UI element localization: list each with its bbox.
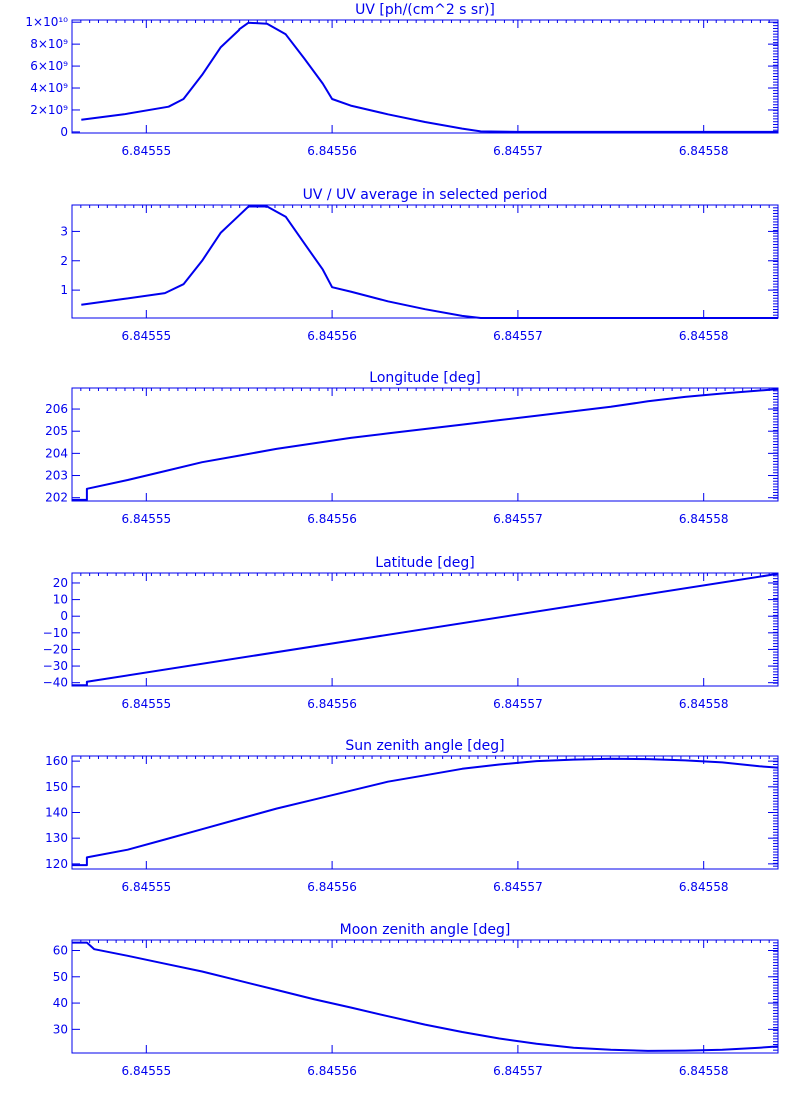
x-tick-label: 6.84557 bbox=[493, 880, 543, 894]
y-tick-label: 130 bbox=[45, 831, 68, 845]
right-minor-ticks bbox=[773, 939, 778, 1054]
y-tick-label: 0 bbox=[60, 125, 68, 139]
chart-title: UV / UV average in selected period bbox=[303, 187, 548, 203]
y-tick-label: 1 bbox=[60, 283, 68, 297]
y-tick-label: 1×10¹⁰ bbox=[25, 15, 68, 29]
x-tick-label: 6.84558 bbox=[679, 1064, 729, 1078]
chart-panel-5: Sun zenith angle [deg] 6.84555 6.84556 6.84… bbox=[45, 738, 779, 894]
chart-title: Moon zenith angle [deg] bbox=[340, 922, 511, 938]
x-tick-label: 6.84558 bbox=[679, 880, 729, 894]
x-tick-label: 6.84556 bbox=[307, 512, 357, 526]
y-tick-label: −30 bbox=[43, 659, 68, 673]
x-tick-label: 6.84556 bbox=[307, 329, 357, 343]
x-tick-label: 6.84557 bbox=[493, 512, 543, 526]
x-tick-label: 6.84555 bbox=[122, 697, 172, 711]
x-tick-label: 6.84555 bbox=[122, 144, 172, 158]
series-line bbox=[72, 388, 779, 501]
x-tick-label: 6.84555 bbox=[122, 512, 172, 526]
chart-panel-6: Moon zenith angle [deg] 6.84555 6.84556 6.8… bbox=[53, 922, 779, 1078]
x-tick-label: 6.84555 bbox=[122, 880, 172, 894]
top-minor-ticks bbox=[71, 205, 779, 208]
chart-title: Latitude [deg] bbox=[375, 555, 474, 571]
chart-panel-2: UV / UV average in selected period 6.8455… bbox=[60, 187, 779, 343]
y-tick-label: 150 bbox=[45, 780, 68, 794]
y-tick-label: 120 bbox=[45, 857, 68, 871]
series-line bbox=[72, 572, 779, 687]
x-tick-label: 6.84556 bbox=[307, 1064, 357, 1078]
right-minor-ticks bbox=[773, 387, 778, 502]
y-tick-label: 50 bbox=[53, 970, 68, 984]
y-tick-label: 140 bbox=[45, 806, 68, 820]
y-tick-label: 206 bbox=[45, 402, 68, 416]
y-tick-label: 20 bbox=[53, 576, 68, 590]
y-tick-label: 10 bbox=[53, 593, 68, 607]
series-line bbox=[81, 205, 778, 319]
series-line bbox=[81, 21, 778, 133]
x-tick-label: 6.84557 bbox=[493, 144, 543, 158]
x-tick-label: 6.84557 bbox=[493, 1064, 543, 1078]
y-tick-label: −20 bbox=[43, 642, 68, 656]
y-tick-label: 6×10⁹ bbox=[30, 59, 68, 73]
y-tick-label: 4×10⁹ bbox=[30, 81, 68, 95]
y-tick-label: −10 bbox=[43, 626, 68, 640]
right-minor-ticks bbox=[773, 204, 778, 319]
chart-panel-1: UV [ph/(cm^2 s sr)] 6.84555 6.84556 6.84557… bbox=[25, 2, 779, 158]
x-tick-label: 6.84555 bbox=[122, 329, 172, 343]
x-tick-label: 6.84556 bbox=[307, 697, 357, 711]
chart-title: Longitude [deg] bbox=[369, 370, 480, 386]
y-tick-label: 0 bbox=[60, 609, 68, 623]
y-tick-label: 2×10⁹ bbox=[30, 103, 68, 117]
y-tick-label: 60 bbox=[53, 944, 68, 958]
plot-frame bbox=[71, 204, 779, 319]
y-tick-label: 3 bbox=[60, 224, 68, 238]
x-tick-label: 6.84558 bbox=[679, 512, 729, 526]
y-tick-label: −40 bbox=[43, 676, 68, 690]
plot-frame bbox=[71, 939, 779, 1054]
x-tick-label: 6.84558 bbox=[679, 329, 729, 343]
right-minor-ticks bbox=[773, 19, 778, 134]
x-tick-label: 6.84558 bbox=[679, 697, 729, 711]
y-tick-label: 204 bbox=[45, 446, 68, 460]
y-tick-label: 2 bbox=[60, 254, 68, 268]
chart-panel-4: Latitude [deg] 6.84555 6.84556 6.84557 6.845… bbox=[43, 555, 779, 711]
series-line bbox=[72, 757, 779, 867]
y-tick-label: 205 bbox=[45, 424, 68, 438]
x-tick-label: 6.84556 bbox=[307, 144, 357, 158]
y-tick-label: 40 bbox=[53, 996, 68, 1010]
x-tick-label: 6.84557 bbox=[493, 697, 543, 711]
plot-frame bbox=[71, 387, 779, 502]
top-minor-ticks bbox=[71, 940, 779, 943]
top-minor-ticks bbox=[71, 20, 779, 23]
y-tick-label: 30 bbox=[53, 1022, 68, 1036]
series-line bbox=[72, 941, 779, 1052]
plot-frame bbox=[71, 755, 779, 870]
y-tick-label: 8×10⁹ bbox=[30, 37, 68, 51]
chart-title: Sun zenith angle [deg] bbox=[345, 738, 504, 754]
y-tick-label: 202 bbox=[45, 491, 68, 505]
x-tick-label: 6.84557 bbox=[493, 329, 543, 343]
chart-title: UV [ph/(cm^2 s sr)] bbox=[355, 2, 495, 18]
right-minor-ticks bbox=[773, 572, 778, 687]
plot-frame bbox=[71, 19, 779, 134]
top-minor-ticks bbox=[71, 388, 779, 391]
top-minor-ticks bbox=[71, 756, 779, 759]
x-tick-label: 6.84556 bbox=[307, 880, 357, 894]
x-tick-label: 6.84558 bbox=[679, 144, 729, 158]
right-minor-ticks bbox=[773, 755, 778, 870]
x-tick-label: 6.84555 bbox=[122, 1064, 172, 1078]
y-tick-label: 160 bbox=[45, 754, 68, 768]
top-minor-ticks bbox=[71, 573, 779, 576]
chart-panel-3: Longitude [deg] 6.84555 6.84556 6.84557 6.84… bbox=[45, 370, 779, 526]
y-tick-label: 203 bbox=[45, 469, 68, 483]
